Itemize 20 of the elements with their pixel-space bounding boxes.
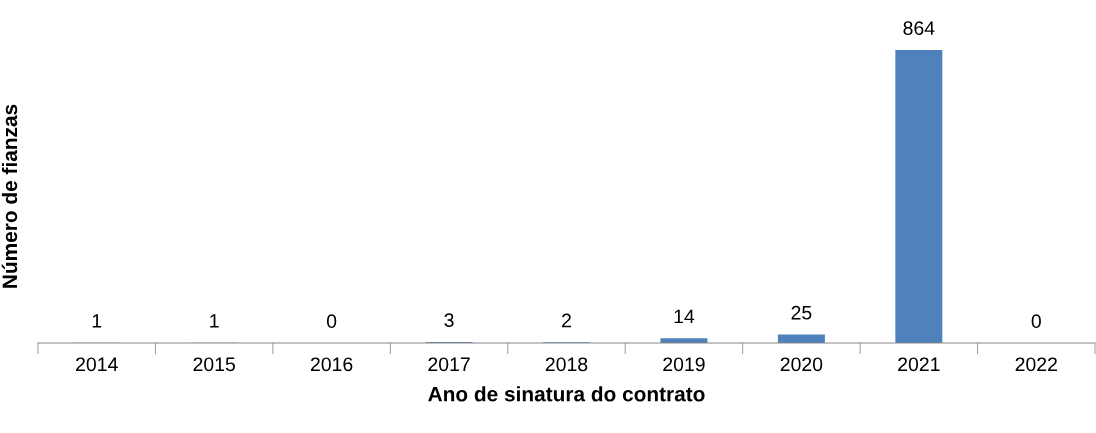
data-label: 2 (562, 313, 571, 328)
data-label: 1 (92, 314, 102, 328)
data-label: 3 (444, 313, 454, 328)
data-label: 1 (210, 314, 219, 328)
data-label: 0 (326, 314, 337, 329)
data-label: 25 (791, 305, 812, 320)
data-label: 14 (674, 309, 695, 324)
x-tick-label: 2022 (1015, 357, 1057, 372)
x-tick-label: 2018 (545, 357, 588, 372)
x-tick-label: 2014 (76, 357, 118, 372)
x-tick-label: 2020 (780, 357, 823, 372)
x-tick-label: 2019 (663, 357, 705, 372)
y-axis-title: Número de fianzas (1, 104, 18, 288)
x-tick-label: 2015 (193, 357, 235, 372)
data-label: 864 (903, 21, 935, 36)
data-label: 0 (1031, 314, 1041, 329)
x-tick-label: 2017 (428, 357, 470, 372)
x-tick-label: 2021 (898, 357, 940, 372)
x-axis-title: Ano de sinatura do contrato (428, 386, 705, 402)
x-tick-label: 2016 (310, 357, 353, 372)
